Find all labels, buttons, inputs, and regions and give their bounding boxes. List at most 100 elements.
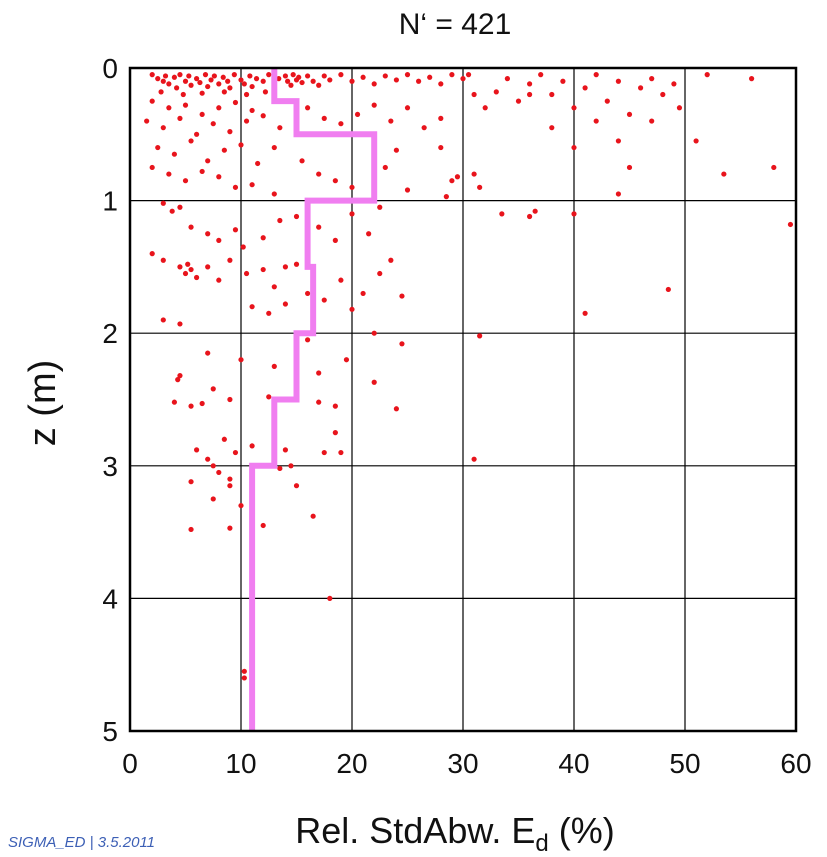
data-point: [399, 341, 405, 347]
data-point: [276, 76, 282, 82]
data-point: [227, 257, 233, 263]
data-point: [615, 138, 622, 144]
data-point: [349, 78, 355, 84]
data-point: [338, 72, 344, 78]
data-point: [360, 290, 366, 297]
data-point: [332, 178, 338, 184]
x-axis-label-main: Rel. StdAbw. E: [295, 810, 535, 851]
data-point: [182, 78, 189, 84]
data-point: [260, 78, 266, 84]
data-point: [393, 147, 399, 153]
data-point: [349, 184, 355, 190]
data-point: [371, 102, 377, 108]
data-point: [638, 85, 644, 91]
data-point: [177, 373, 183, 379]
data-point: [266, 72, 272, 78]
data-point: [188, 82, 194, 88]
data-point: [438, 81, 444, 87]
data-point: [188, 526, 194, 533]
data-point: [221, 89, 227, 95]
data-point: [232, 227, 239, 233]
data-point: [421, 125, 427, 131]
data-point: [194, 76, 200, 82]
data-point: [296, 74, 302, 80]
data-point: [249, 83, 255, 90]
data-point: [188, 138, 194, 144]
data-point: [253, 76, 260, 82]
data-point: [177, 115, 183, 121]
data-point: [277, 125, 283, 131]
data-point: [465, 72, 472, 78]
data-point: [316, 171, 322, 177]
chart-title: N‘ = 421: [399, 8, 512, 41]
data-point: [471, 91, 477, 98]
data-point: [155, 76, 161, 82]
data-point: [721, 171, 727, 177]
data-point: [571, 144, 577, 151]
data-point: [149, 251, 155, 257]
data-point: [205, 231, 211, 237]
data-point: [194, 131, 200, 137]
data-point: [482, 105, 488, 111]
data-point: [194, 274, 200, 281]
data-point: [227, 525, 233, 531]
data-point: [149, 164, 155, 171]
data-point: [299, 79, 305, 86]
data-point: [660, 91, 666, 98]
data-point: [277, 465, 283, 472]
data-point: [404, 187, 411, 193]
mean-profile-line: [249, 68, 378, 731]
data-point: [327, 595, 333, 602]
data-point: [538, 72, 544, 78]
data-point: [262, 89, 269, 95]
data-point: [216, 174, 222, 180]
data-point: [238, 77, 244, 83]
data-point: [560, 78, 566, 84]
data-point: [527, 81, 533, 87]
data-point: [571, 105, 577, 111]
data-point: [266, 310, 272, 316]
data-points: [144, 72, 794, 681]
data-point: [321, 73, 327, 79]
data-point: [582, 310, 588, 316]
data-point: [144, 118, 150, 124]
data-point: [316, 399, 322, 405]
data-point: [343, 357, 350, 363]
data-point: [166, 171, 172, 177]
data-point: [205, 350, 211, 356]
footer-caption: SIGMA_ED | 3.5.2011: [8, 834, 156, 851]
data-point: [227, 396, 233, 403]
data-point: [180, 91, 186, 98]
data-point: [371, 81, 377, 87]
y-tick-label: 0: [102, 53, 118, 84]
data-point: [169, 208, 175, 214]
data-point: [210, 386, 216, 392]
data-point: [338, 121, 344, 127]
data-point: [216, 237, 222, 243]
x-tick-labels: 0 10 20 30 40 50 60: [122, 748, 811, 779]
data-point: [399, 293, 405, 299]
data-point: [249, 304, 255, 310]
data-point: [321, 115, 327, 121]
data-point: [377, 270, 383, 277]
data-point: [360, 74, 366, 80]
data-point: [649, 76, 655, 82]
data-point: [665, 286, 671, 293]
data-point: [454, 174, 461, 180]
data-point: [549, 125, 555, 131]
data-point: [194, 447, 200, 453]
x-tick-label: 10: [225, 748, 256, 779]
data-point: [227, 85, 233, 91]
data-point: [166, 105, 172, 111]
data-point: [232, 99, 239, 106]
data-point: [290, 72, 296, 78]
y-tick-label: 2: [102, 318, 118, 349]
data-point: [493, 89, 499, 95]
data-point: [676, 105, 683, 111]
data-point: [477, 333, 483, 339]
data-point: [210, 463, 216, 469]
data-point: [255, 160, 261, 167]
data-point: [243, 270, 250, 277]
data-point: [205, 83, 211, 90]
data-point: [499, 211, 505, 217]
